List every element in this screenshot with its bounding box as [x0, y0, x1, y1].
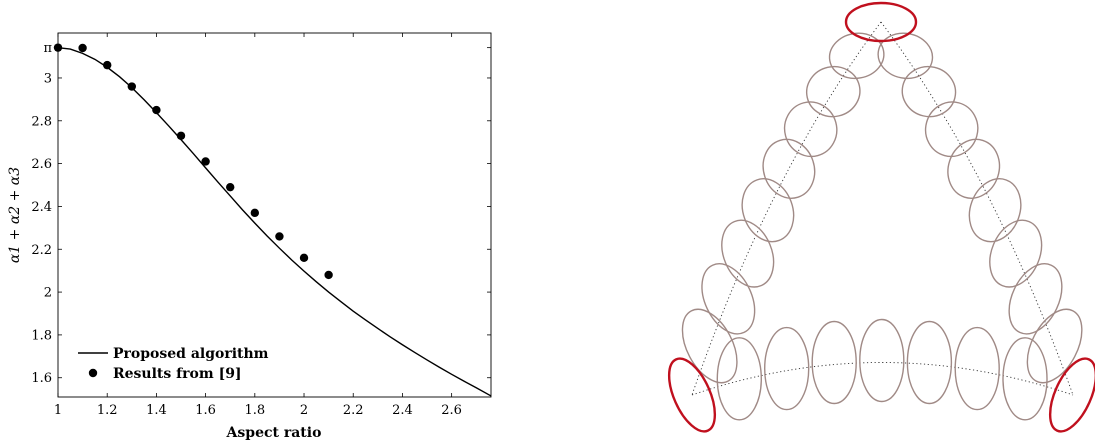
x-tick-label: 1 — [54, 403, 62, 418]
y-axis-ticks: 1.6 1.8 2 2.2 2.4 2.6 2.8 3 π — [31, 41, 491, 386]
ellipse-left-chain — [681, 308, 738, 384]
y-tick-label: π — [43, 41, 52, 56]
ellipse-right-chain — [947, 138, 1001, 199]
y-tick-label: 2.2 — [31, 243, 52, 258]
ellipse-right-chain — [924, 101, 979, 158]
data-point-results-from-9 — [275, 232, 284, 241]
x-axis-ticks: 1 1.2 1.4 1.6 1.8 2 2.2 2.4 2.6 — [54, 33, 462, 418]
ellipse-right-chain — [1026, 308, 1083, 384]
guide-curve-right — [880, 21, 1074, 396]
y-tick-label: 1.6 — [31, 371, 52, 386]
ellipse-left-chain — [762, 138, 816, 199]
ellipse-left-chain — [721, 219, 775, 288]
series-layer — [53, 43, 492, 397]
ellipse-bottom-chain — [811, 320, 857, 405]
y-tick-label: 2.8 — [31, 114, 52, 129]
data-point-results-from-9 — [201, 157, 210, 166]
y-axis-title: α1 + α2 + α3 — [7, 167, 23, 263]
data-point-results-from-9 — [152, 105, 161, 115]
highlight-ellipse-right — [1048, 357, 1095, 433]
ellipse-left-chain — [701, 263, 756, 335]
x-tick-label: 2.6 — [441, 403, 462, 418]
highlight-layer — [667, 1, 1095, 433]
x-tick-label: 1.2 — [97, 403, 118, 418]
series-line-proposed-algorithm — [57, 46, 492, 397]
x-tick-label: 1.8 — [244, 403, 265, 418]
ellipse-bottom-chain — [954, 326, 1000, 411]
ellipse-bottom-chain — [764, 326, 810, 411]
ellipse-left-chain — [783, 101, 838, 158]
ellipse-bottom-chain — [1002, 337, 1048, 421]
ellipse-right-chain — [901, 65, 957, 118]
ellipse-right-chain — [968, 178, 1022, 243]
ellipse-right-chain — [1008, 263, 1063, 335]
x-tick-label: 1.4 — [146, 403, 167, 418]
legend-marker-swatch — [88, 368, 98, 378]
data-point-results-from-9 — [176, 131, 186, 140]
data-point-results-from-9 — [299, 253, 309, 263]
legend-label-proposed-algorithm: Proposed algorithm — [113, 346, 269, 362]
highlight-ellipse-left — [667, 357, 717, 433]
ellipse-right-chain — [989, 219, 1043, 288]
ellipse-left-chain — [805, 65, 861, 118]
data-point-results-from-9 — [78, 43, 87, 53]
x-tick-label: 2 — [300, 403, 308, 418]
legend: Proposed algorithm Results from [9] — [78, 346, 269, 382]
data-point-results-from-9 — [127, 82, 137, 91]
plot-frame — [57, 32, 492, 398]
x-tick-label: 2.2 — [343, 403, 364, 418]
x-tick-label: 1.6 — [195, 403, 216, 418]
y-tick-label: 1.8 — [31, 328, 52, 343]
x-axis-title: Aspect ratio — [226, 425, 322, 441]
data-point-results-from-9 — [103, 60, 112, 70]
guide-curves — [691, 21, 1074, 396]
ellipse-layer — [681, 32, 1083, 421]
y-tick-label: 3 — [44, 71, 52, 86]
highlight-ellipse-top — [844, 1, 918, 43]
ellipse-left-chain — [741, 178, 795, 243]
legend-label-results-from-9: Results from [9] — [113, 366, 242, 382]
guide-curve-bottom — [691, 362, 1074, 396]
ellipse-bottom-chain — [859, 318, 905, 403]
y-tick-label: 2.4 — [31, 200, 52, 215]
y-tick-label: 2 — [44, 286, 52, 301]
y-tick-label: 2.6 — [31, 157, 52, 172]
data-point-results-from-9 — [250, 208, 260, 218]
ellipse-bottom-chain — [716, 337, 762, 421]
ellipse-triangle-diagram — [667, 1, 1095, 433]
data-point-results-from-9 — [324, 270, 333, 280]
data-point-results-from-9 — [53, 43, 63, 52]
data-point-results-from-9 — [226, 182, 235, 192]
chart: 1 1.2 1.4 1.6 1.8 2 2.2 2.4 2.6 1.6 1.8 2 2.2 2.4 2.6… — [7, 32, 492, 441]
ellipse-bottom-chain — [906, 320, 953, 405]
x-tick-label: 2.4 — [392, 403, 413, 418]
